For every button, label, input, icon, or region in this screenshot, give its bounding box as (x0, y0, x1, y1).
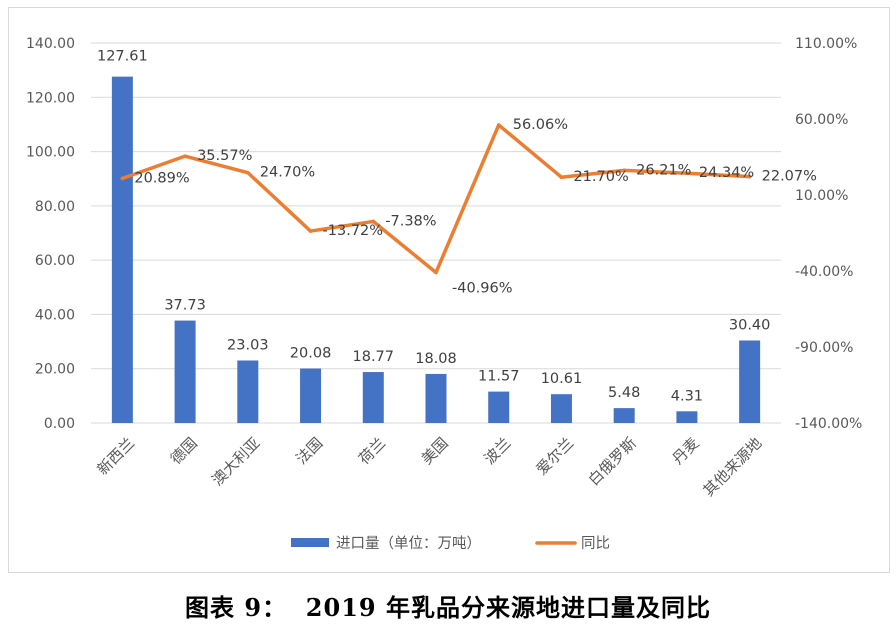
legend-line-label: 同比 (581, 535, 610, 552)
line-value-label: -13.72% (323, 223, 384, 239)
bar-value-label: 5.48 (608, 385, 640, 401)
bar-value-label: 20.08 (290, 345, 332, 361)
category-label: 白俄罗斯 (585, 434, 640, 489)
bar-value-label: 18.77 (353, 349, 395, 365)
y-left-tick-label: 140.00 (26, 36, 75, 52)
bar-value-label: 23.03 (227, 337, 269, 353)
category-label: 德国 (167, 434, 201, 468)
bar (425, 373, 447, 423)
legend-bar-swatch (291, 538, 329, 547)
category-label: 其他来源地 (700, 434, 766, 500)
bar-value-label: 30.40 (729, 317, 771, 333)
bar (488, 391, 510, 423)
category-label: 美国 (418, 434, 452, 468)
category-label: 新西兰 (94, 434, 139, 479)
bar (300, 368, 322, 423)
line-point (559, 175, 564, 180)
line-value-label: 26.21% (636, 162, 691, 178)
y-right-tick-label: -90.00% (795, 340, 853, 356)
y-left-tick-label: 60.00 (35, 253, 75, 269)
bar-value-label: 127.61 (97, 49, 148, 65)
y-left-tick-label: 120.00 (26, 90, 75, 106)
bar (111, 76, 133, 423)
line-value-label: 20.89% (134, 170, 189, 186)
line-value-label: 24.70% (260, 165, 315, 181)
bar (676, 411, 698, 423)
line-point (183, 154, 187, 158)
bar-value-label: 18.08 (415, 351, 457, 367)
y-left-tick-label: 80.00 (35, 199, 75, 215)
yoy-line (120, 123, 752, 275)
y-left-tick-label: 0.00 (44, 416, 75, 432)
y-right-tick-label: 10.00% (795, 188, 848, 204)
bar (237, 360, 259, 423)
line-value-label: 24.34% (699, 165, 754, 181)
bar-value-label: 10.61 (541, 371, 583, 387)
line-point (747, 174, 752, 179)
category-label: 爱尔兰 (533, 434, 578, 479)
line-point (308, 229, 313, 233)
bar (362, 372, 384, 423)
line-point (685, 171, 689, 176)
y-right-tick-label: 60.00% (795, 112, 848, 128)
line-point (120, 176, 125, 181)
line-value-label: 21.70% (573, 169, 628, 185)
line-value-label: 35.57% (197, 148, 252, 164)
category-label: 澳大利亚 (208, 434, 263, 489)
line-value-label: -7.38% (385, 213, 436, 229)
bar-value-label: 37.73 (164, 298, 206, 314)
y-left-tick-label: 40.00 (35, 307, 75, 323)
chart: 0.00 20.00 40.00 60.00 80.00 100.00 120.00 140.… (26, 36, 862, 552)
bar-value-label: 4.31 (671, 388, 703, 404)
y-right-tick-label: -40.00% (795, 264, 853, 280)
line-point (622, 168, 626, 173)
figure-caption: 图表 9： 2019 年乳品分来源地进口量及同比 (185, 593, 711, 622)
category-label: 法国 (292, 434, 326, 468)
bar-value-label: 11.57 (478, 369, 520, 385)
line-point (246, 170, 250, 175)
legend-bar-label: 进口量（单位：万吨） (336, 535, 481, 552)
category-label: 荷兰 (355, 434, 389, 468)
line-value-label: 56.06% (513, 117, 568, 133)
bar (550, 394, 572, 423)
bar (739, 340, 761, 423)
category-label: 波兰 (481, 434, 515, 468)
bar (174, 320, 196, 423)
line-point (434, 270, 438, 275)
line-point (496, 123, 501, 127)
y-left-tick-label: 20.00 (35, 362, 75, 378)
y-right-tick-label: -140.00% (795, 416, 862, 432)
category-label: 丹麦 (669, 434, 703, 468)
line-value-label: 22.07% (762, 169, 817, 185)
line-point (371, 219, 376, 224)
y-right-tick-label: 110.00% (795, 36, 857, 52)
line-value-label: -40.96% (452, 280, 513, 296)
chart-frame: 0.00 20.00 40.00 60.00 80.00 100.00 120.00 140.… (8, 7, 890, 573)
bar (613, 408, 635, 423)
y-left-tick-label: 100.00 (26, 145, 75, 161)
